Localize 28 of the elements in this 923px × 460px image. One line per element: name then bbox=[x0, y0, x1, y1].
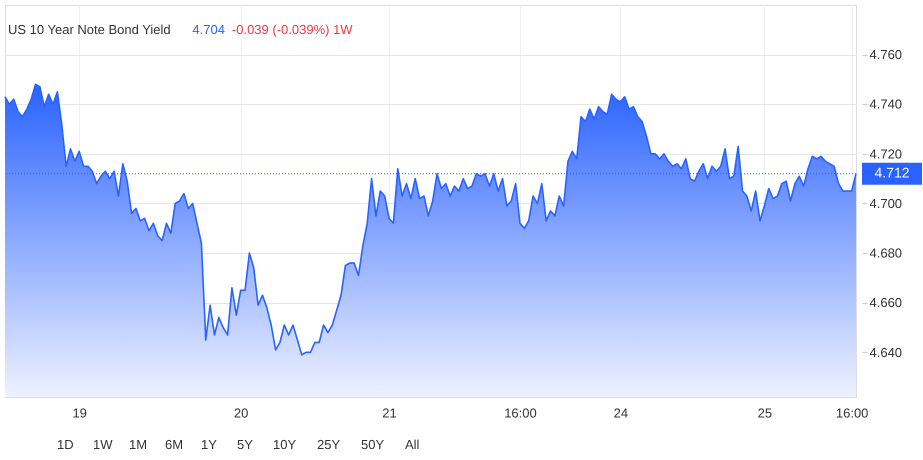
y-tick-label: 4.640 bbox=[870, 344, 902, 360]
text: 1M bbox=[129, 437, 148, 452]
x-tick-label: 20 bbox=[234, 406, 248, 420]
text: 1Y bbox=[201, 437, 218, 452]
x-tick-label: 24 bbox=[614, 406, 628, 420]
y-tick-label: 4.720 bbox=[870, 146, 902, 162]
y-tick-label: 4.660 bbox=[870, 295, 902, 310]
x-tick-label: 16:00 bbox=[836, 406, 868, 420]
y-tick-label: 4.680 bbox=[870, 246, 902, 261]
text: 6M bbox=[165, 437, 184, 452]
text: 25Y bbox=[317, 437, 340, 452]
x-tick-label: 21 bbox=[382, 406, 397, 420]
ref-line-label: 4.712 bbox=[874, 164, 910, 181]
text: 1D bbox=[57, 437, 74, 452]
y-tick-label: 4.760 bbox=[870, 47, 902, 62]
text: 10Y bbox=[273, 437, 296, 452]
x-tick-label: 25 bbox=[758, 406, 772, 420]
y-tick-label: 4.700 bbox=[870, 196, 902, 211]
x-tick-label: 19 bbox=[72, 406, 87, 420]
text: 1W bbox=[93, 437, 114, 452]
annotation: 4.704 bbox=[192, 22, 225, 37]
annotation: -0.039 (-0.039%) 1W bbox=[232, 22, 354, 37]
x-tick-label: 16:00 bbox=[504, 406, 537, 420]
text: 5Y bbox=[237, 437, 254, 452]
text: All bbox=[405, 437, 420, 452]
text: 50Y bbox=[361, 437, 384, 452]
y-tick-label: 4.740 bbox=[870, 96, 902, 112]
text: US 10 Year Note Bond Yield bbox=[8, 22, 171, 37]
